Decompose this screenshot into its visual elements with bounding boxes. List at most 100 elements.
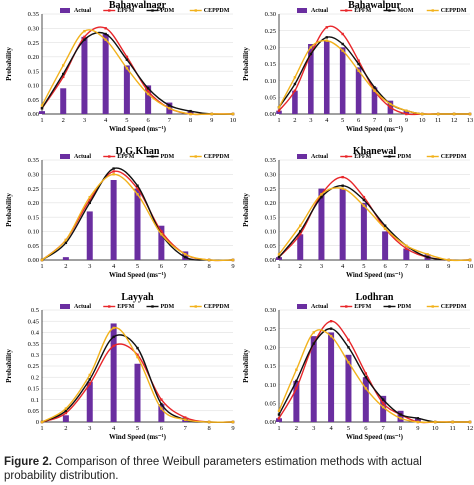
x-tick-label: 7 xyxy=(405,263,409,270)
marker-ceppdm xyxy=(112,326,115,330)
legend-label-pdm: PDM xyxy=(161,8,175,14)
marker-ceppdm xyxy=(104,38,107,41)
marker-ceppdm xyxy=(64,238,68,242)
y-tick-label: 0.30 xyxy=(28,171,39,178)
marker-ceppdm xyxy=(383,227,387,230)
legend-marker-mom xyxy=(388,9,391,12)
legend-swatch-actual xyxy=(60,8,70,13)
legend-label-ceppdm: CEPPDM xyxy=(441,8,467,14)
y-tick-label: 0.20 xyxy=(265,45,276,52)
x-tick-label: 1 xyxy=(40,117,43,124)
y-tick-label: 0.05 xyxy=(28,97,39,104)
x-tick-label: 3 xyxy=(83,117,86,124)
x-tick-label: 8 xyxy=(208,263,211,270)
legend-marker-ceppdm xyxy=(431,9,434,12)
bar-actual xyxy=(134,188,141,260)
bar-actual xyxy=(397,410,404,422)
marker-ceppdm xyxy=(125,67,129,70)
y-tick-label: 0 xyxy=(36,419,39,426)
chart-title: Bahawalnagr xyxy=(109,0,167,11)
legend-label-mom: MOM xyxy=(398,8,414,14)
bar-actual xyxy=(360,202,367,260)
y-tick-label: 0.3 xyxy=(31,352,39,359)
bar-actual xyxy=(62,415,69,422)
legend-label-epfm: EPFM xyxy=(117,304,134,310)
marker-ceppdm xyxy=(468,112,472,116)
bar-actual xyxy=(102,34,109,114)
x-tick-label: 1 xyxy=(277,425,280,432)
legend-label-pdm: PDM xyxy=(398,154,412,160)
marker-ceppdm xyxy=(231,420,235,424)
marker-pdm xyxy=(362,198,366,202)
marker-ceppdm xyxy=(295,368,298,371)
line-epfm xyxy=(41,26,233,116)
marker-pdm xyxy=(104,32,107,36)
y-tick-label: 0.25 xyxy=(28,186,39,193)
bar-actual xyxy=(371,87,378,114)
marker-ceppdm xyxy=(451,420,454,424)
y-axis-label: Probability xyxy=(5,47,13,81)
legend-label-actual: Actual xyxy=(311,154,328,160)
x-tick-label: 9 xyxy=(210,117,213,124)
y-axis-label: Probability xyxy=(5,349,13,383)
legend-marker-ceppdm xyxy=(431,305,434,308)
marker-ceppdm xyxy=(40,104,44,107)
marker-pdm xyxy=(160,402,163,406)
y-tick-label: 0.2 xyxy=(31,374,39,381)
marker-ceppdm xyxy=(83,29,86,33)
chart-panel-2: 0.000.050.100.150.200.250.301 2 3 4 5 6 7 8 9 10 1… xyxy=(242,0,473,133)
x-tick-label: 7 xyxy=(373,117,377,124)
y-tick-label: 0.30 xyxy=(265,307,276,314)
x-tick-label: 7 xyxy=(168,117,172,124)
marker-epfm xyxy=(146,89,150,93)
marker-pdm xyxy=(88,378,91,381)
marker-ceppdm xyxy=(189,112,192,116)
x-tick-label: 2 xyxy=(293,117,296,124)
bar-actual xyxy=(355,67,362,114)
marker-ceppdm xyxy=(416,420,420,424)
legend-label-pdm: PDM xyxy=(161,154,175,160)
x-tick-label: 11 xyxy=(435,117,441,124)
y-tick-label: 0.00 xyxy=(265,419,276,426)
x-tick-label: 9 xyxy=(447,263,450,270)
x-axis-label: Wind Speed (ms⁻¹) xyxy=(109,271,167,279)
marker-pdm xyxy=(341,184,344,187)
marker-ceppdm xyxy=(405,109,408,112)
bar-actual xyxy=(158,404,165,422)
y-tick-label: 0.35 xyxy=(28,341,39,348)
y-tick-label: 0.45 xyxy=(28,318,39,325)
y-tick-label: 0.25 xyxy=(28,40,39,47)
x-tick-label: 10 xyxy=(230,117,237,124)
legend-label-actual: Actual xyxy=(311,304,328,310)
marker-ceppdm xyxy=(309,46,313,49)
marker-ceppdm xyxy=(452,112,456,116)
marker-ceppdm xyxy=(146,92,150,96)
y-tick-label: 0.00 xyxy=(265,257,276,264)
marker-epfm xyxy=(389,106,392,109)
bar-actual xyxy=(86,211,93,260)
y-axis-label: Probability xyxy=(242,349,250,383)
legend-label-ceppdm: CEPPDM xyxy=(204,304,230,310)
legend: Actual EPFM PDM CEPPDM xyxy=(60,8,230,14)
x-tick-label: 3 xyxy=(88,263,91,270)
y-tick-label: 0.35 xyxy=(265,157,276,164)
marker-ceppdm xyxy=(277,106,281,109)
marker-pdm xyxy=(295,379,298,383)
marker-pdm xyxy=(189,109,192,113)
line-epfm xyxy=(278,320,470,424)
chart-title: Khanewal xyxy=(353,146,397,157)
bar-actual xyxy=(339,47,346,115)
y-tick-label: 0.35 xyxy=(28,157,39,164)
caption-label: Figure 2. xyxy=(4,456,52,468)
legend-marker-epfm xyxy=(108,155,111,158)
y-tick-label: 0.4 xyxy=(31,330,40,337)
line-ceppdm xyxy=(278,329,470,423)
y-tick-label: 0.20 xyxy=(28,54,39,61)
marker-ceppdm xyxy=(357,69,360,72)
bar-actual xyxy=(328,332,335,422)
y-tick-label: 0.15 xyxy=(28,386,39,393)
marker-pdm xyxy=(364,376,368,379)
bar-actual xyxy=(110,323,117,422)
legend-label-actual: Actual xyxy=(74,304,91,310)
x-tick-label: 6 xyxy=(160,425,164,432)
